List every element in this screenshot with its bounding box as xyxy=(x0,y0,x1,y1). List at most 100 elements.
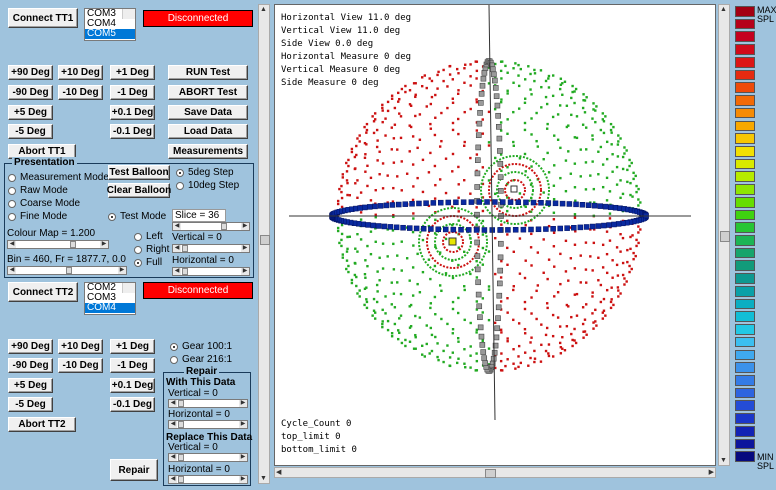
horizontal-slider[interactable]: ◀ ▶ xyxy=(172,267,250,276)
step-5deg-radio[interactable]: 5deg Step xyxy=(176,167,234,178)
polar-plot-panel[interactable]: Horizontal View 11.0 deg Vertical View 1… xyxy=(274,4,716,466)
list-item[interactable]: COM2 xyxy=(87,282,116,293)
list-item[interactable]: COM4 xyxy=(87,18,116,29)
tt2-minus10-button[interactable]: -10 Deg xyxy=(58,358,103,373)
arrow-left-icon[interactable]: ◀ xyxy=(8,241,16,248)
list-item[interactable]: COM4 xyxy=(85,303,135,313)
arrow-left-icon[interactable]: ◀ xyxy=(8,267,16,274)
list-item[interactable]: COM3 xyxy=(87,292,116,303)
tt2-plus5-button[interactable]: +5 Deg xyxy=(8,378,53,393)
connect-tt2-button[interactable]: Connect TT2 xyxy=(8,282,78,302)
save-data-button[interactable]: Save Data xyxy=(168,105,248,120)
arrow-right-icon[interactable]: ▶ xyxy=(241,268,249,275)
tt1-plus10-button[interactable]: +10 Deg xyxy=(58,65,103,80)
tt1-minus1-button[interactable]: -1 Deg xyxy=(110,85,155,100)
slider-thumb[interactable] xyxy=(178,400,184,407)
tt2-plus90-button[interactable]: +90 Deg xyxy=(8,339,53,354)
slider-thumb[interactable] xyxy=(178,421,184,428)
slider-thumb[interactable] xyxy=(66,267,72,274)
bin-slider[interactable]: ◀ ▶ xyxy=(7,266,127,275)
arrow-left-icon[interactable]: ◀ xyxy=(169,476,177,483)
scroll-left-icon[interactable]: ◀ xyxy=(276,469,282,476)
arrow-right-icon[interactable]: ▶ xyxy=(239,400,247,407)
listbox-scrollbar[interactable] xyxy=(122,9,135,19)
vertical-slider[interactable]: ◀ ▶ xyxy=(172,244,250,253)
scroll-thumb[interactable] xyxy=(260,235,270,245)
arrow-right-icon[interactable]: ▶ xyxy=(241,245,249,252)
load-data-button[interactable]: Load Data xyxy=(168,124,248,139)
gear-216-radio[interactable]: Gear 216:1 xyxy=(170,354,232,365)
tt2-minus1-button[interactable]: -1 Deg xyxy=(110,358,155,373)
abort-test-button[interactable]: ABORT Test xyxy=(168,85,248,100)
tt1-plus90-button[interactable]: +90 Deg xyxy=(8,65,53,80)
view-full-radio[interactable]: Full xyxy=(134,257,162,268)
mode-measurement-radio[interactable]: Measurement Mode xyxy=(8,172,109,183)
arrow-right-icon[interactable]: ▶ xyxy=(239,454,247,461)
arrow-right-icon[interactable]: ▶ xyxy=(100,241,108,248)
arrow-left-icon[interactable]: ◀ xyxy=(169,454,177,461)
connect-tt1-button[interactable]: Connect TT1 xyxy=(8,8,78,28)
slider-thumb[interactable] xyxy=(182,268,188,275)
measurements-button[interactable]: Measurements xyxy=(168,144,248,159)
tt1-plus5-button[interactable]: +5 Deg xyxy=(8,105,53,120)
tt1-minus90-button[interactable]: -90 Deg xyxy=(8,85,53,100)
bottom-horizontal-scrollbar[interactable]: ◀ ▶ xyxy=(274,467,716,478)
tt2-plus01-button[interactable]: +0.1 Deg xyxy=(110,378,155,393)
list-item[interactable]: COM5 xyxy=(85,29,135,39)
slider-thumb[interactable] xyxy=(70,241,76,248)
tt2-minus5-button[interactable]: -5 Deg xyxy=(8,397,53,412)
slider-thumb[interactable] xyxy=(221,223,227,230)
arrow-right-icon[interactable]: ▶ xyxy=(239,421,247,428)
replace-vertical-slider[interactable]: ◀ ▶ xyxy=(168,453,248,462)
gear-100-radio[interactable]: Gear 100:1 xyxy=(170,341,232,352)
arrow-right-icon[interactable]: ▶ xyxy=(239,476,247,483)
arrow-left-icon[interactable]: ◀ xyxy=(173,245,181,252)
slider-thumb[interactable] xyxy=(182,245,188,252)
tt2-minus90-button[interactable]: -90 Deg xyxy=(8,358,53,373)
run-test-button[interactable]: RUN Test xyxy=(168,65,248,80)
view-right-radio[interactable]: Right xyxy=(134,244,169,255)
arrow-right-icon[interactable]: ▶ xyxy=(241,223,249,230)
tt1-minus01-button[interactable]: -0.1 Deg xyxy=(110,124,155,139)
arrow-right-icon[interactable]: ▶ xyxy=(118,267,126,274)
listbox-scrollbar[interactable] xyxy=(122,283,135,293)
mode-coarse-radio[interactable]: Coarse Mode xyxy=(8,198,80,209)
with-vertical-slider[interactable]: ◀ ▶ xyxy=(168,399,248,408)
with-horizontal-slider[interactable]: ◀ ▶ xyxy=(168,420,248,429)
tt1-minus10-button[interactable]: -10 Deg xyxy=(58,85,103,100)
scroll-right-icon[interactable]: ▶ xyxy=(708,469,714,476)
colour-map-slider[interactable]: ◀ ▶ xyxy=(7,240,109,249)
scroll-thumb[interactable] xyxy=(720,231,730,242)
test-mode-radio[interactable]: Test Mode xyxy=(108,211,166,222)
mode-raw-radio[interactable]: Raw Mode xyxy=(8,185,68,196)
slice-slider[interactable]: ◀ ▶ xyxy=(172,222,250,231)
test-balloon-button[interactable]: Test Balloon xyxy=(108,165,170,180)
tt2-plus10-button[interactable]: +10 Deg xyxy=(58,339,103,354)
left-vertical-scrollbar[interactable]: ▲ ▼ xyxy=(258,4,270,484)
abort-tt2-button[interactable]: Abort TT2 xyxy=(8,417,76,432)
slider-thumb[interactable] xyxy=(178,476,184,483)
right-vertical-scrollbar[interactable]: ▲ ▼ xyxy=(718,4,730,466)
scroll-down-icon[interactable]: ▼ xyxy=(260,475,267,482)
tt2-port-list[interactable]: COM2 COM3 COM4 xyxy=(84,282,136,315)
replace-horizontal-slider[interactable]: ◀ ▶ xyxy=(168,475,248,484)
scroll-down-icon[interactable]: ▼ xyxy=(720,457,727,464)
tt1-plus1-button[interactable]: +1 Deg xyxy=(110,65,155,80)
list-item[interactable]: COM3 xyxy=(87,8,116,19)
arrow-left-icon[interactable]: ◀ xyxy=(169,421,177,428)
tt2-plus1-button[interactable]: +1 Deg xyxy=(110,339,155,354)
step-10deg-radio[interactable]: 10deg Step xyxy=(176,180,239,191)
clear-balloon-button[interactable]: Clear Balloon xyxy=(106,183,172,198)
arrow-left-icon[interactable]: ◀ xyxy=(173,223,181,230)
slider-thumb[interactable] xyxy=(178,454,184,461)
scroll-thumb[interactable] xyxy=(485,469,496,478)
view-left-radio[interactable]: Left xyxy=(134,231,163,242)
scroll-up-icon[interactable]: ▲ xyxy=(260,6,267,13)
arrow-left-icon[interactable]: ◀ xyxy=(169,400,177,407)
tt1-minus5-button[interactable]: -5 Deg xyxy=(8,124,53,139)
scroll-up-icon[interactable]: ▲ xyxy=(720,6,727,13)
tt1-plus01-button[interactable]: +0.1 Deg xyxy=(110,105,155,120)
repair-button[interactable]: Repair xyxy=(110,459,158,481)
arrow-left-icon[interactable]: ◀ xyxy=(173,268,181,275)
mode-fine-radio[interactable]: Fine Mode xyxy=(8,211,67,222)
